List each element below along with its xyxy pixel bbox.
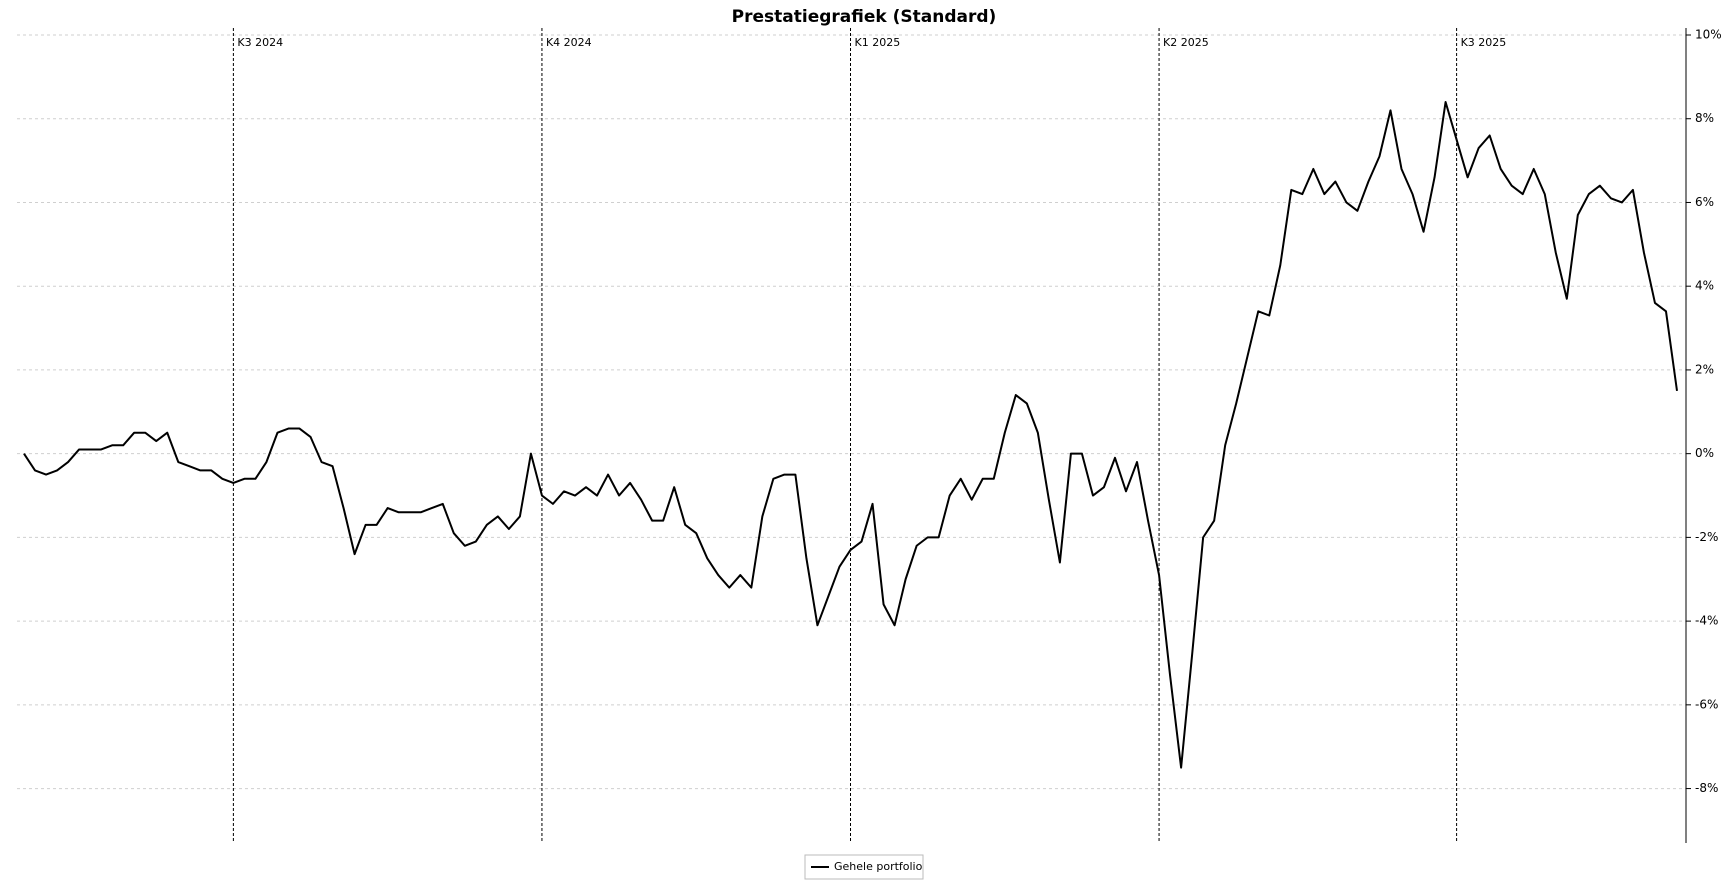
y-tick-label: -2%: [1695, 530, 1718, 544]
y-tick-label: -4%: [1695, 614, 1718, 628]
x-tick-label: K3 2024: [237, 36, 283, 49]
y-tick-label: 6%: [1695, 195, 1714, 209]
series-line: [23, 100, 1678, 769]
y-tick-label: 8%: [1695, 111, 1714, 125]
y-tick-label: 10%: [1695, 28, 1722, 42]
x-tick-label: K4 2024: [546, 36, 592, 49]
x-tick-label: K1 2025: [855, 36, 901, 49]
chart-title: Prestatiegrafiek (Standard): [732, 7, 997, 27]
x-tick-label: K2 2025: [1163, 36, 1209, 49]
x-tick-label: K3 2025: [1461, 36, 1507, 49]
y-tick-label: 2%: [1695, 362, 1714, 376]
y-tick-label: -6%: [1695, 697, 1718, 711]
y-tick-label: 4%: [1695, 279, 1714, 293]
y-tick-label: -8%: [1695, 781, 1718, 795]
legend: Gehele portfolio: [804, 854, 924, 880]
y-tick-label: 0%: [1695, 446, 1714, 460]
legend-label: Gehele portfolio: [834, 860, 923, 873]
